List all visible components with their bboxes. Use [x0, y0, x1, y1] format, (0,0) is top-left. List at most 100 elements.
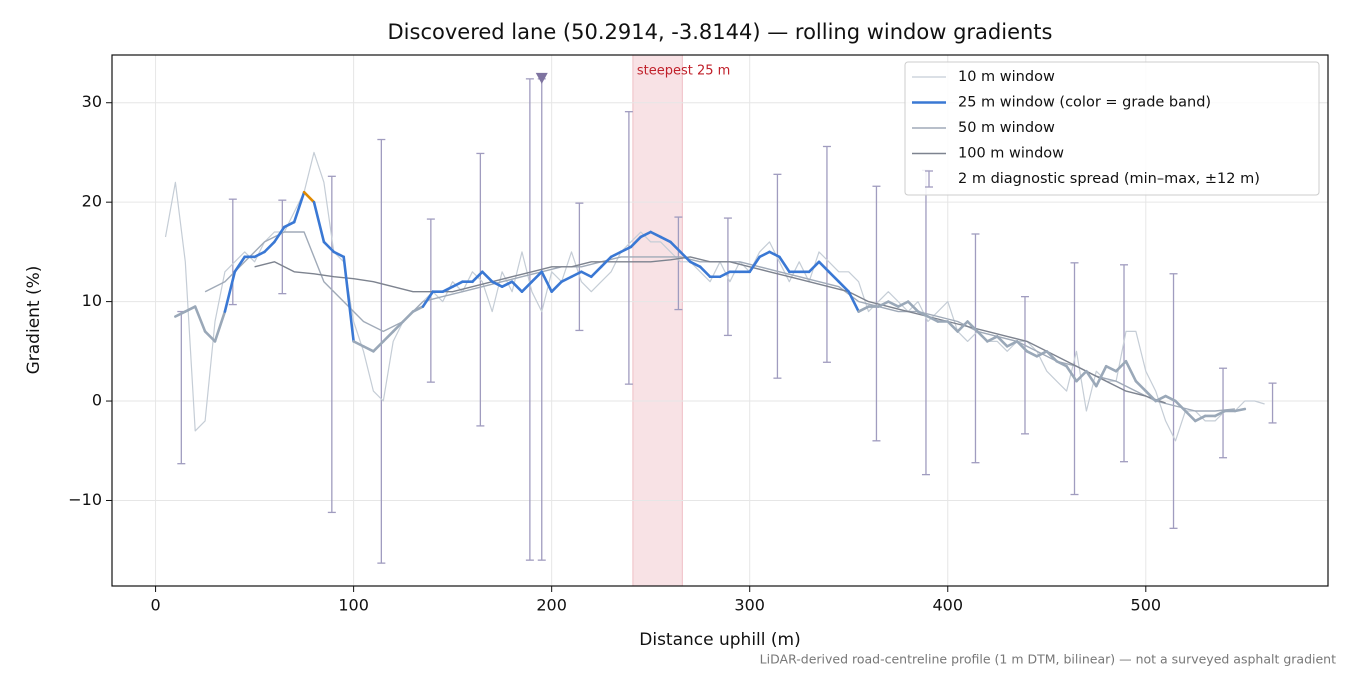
- series-segment: [1045, 350, 1058, 363]
- highlight-span: [632, 54, 683, 587]
- x-tick-label: 200: [536, 596, 567, 615]
- series-segment: [471, 270, 484, 284]
- y-tick-label: 0: [92, 391, 102, 410]
- series-segment: [659, 235, 672, 244]
- series-segment: [1194, 414, 1207, 423]
- span-label: steepest 25 m: [637, 64, 730, 79]
- series-segment: [174, 310, 187, 318]
- series-segment: [778, 255, 791, 274]
- series-segment: [273, 225, 286, 244]
- series-segment: [580, 270, 593, 279]
- series-segment: [1144, 389, 1158, 403]
- series-segment: [857, 305, 870, 313]
- series-segment: [263, 240, 276, 254]
- series-segment: [877, 300, 890, 308]
- series-segment: [599, 255, 613, 269]
- series-segment: [679, 250, 692, 264]
- series-segment: [847, 290, 860, 313]
- series-segment: [550, 280, 563, 293]
- series-segment: [1005, 340, 1019, 348]
- series-segment: [292, 190, 306, 224]
- series-segment: [481, 270, 494, 284]
- series-segment: [986, 335, 999, 343]
- series-segment: [718, 270, 732, 279]
- series-segment: [401, 310, 415, 323]
- x-tick-label: 0: [150, 596, 160, 615]
- series-segment: [233, 255, 246, 274]
- series-segment: [609, 250, 623, 259]
- series-segment: [649, 230, 662, 239]
- series-segment: [619, 245, 633, 254]
- series-segment: [382, 330, 395, 343]
- y-tick-label: −10: [68, 490, 102, 509]
- series-segment: [1025, 350, 1039, 358]
- marker: [535, 72, 548, 84]
- series-segment: [391, 320, 405, 333]
- series-segment: [1124, 359, 1138, 383]
- series-segment: [698, 265, 712, 279]
- series-segment: [669, 240, 682, 254]
- series-segment: [1075, 369, 1088, 383]
- series-segment: [887, 300, 900, 308]
- y-tick-label: 10: [82, 291, 102, 310]
- series-segment: [768, 250, 781, 259]
- series-segment: [560, 275, 573, 284]
- series-segment: [629, 235, 643, 249]
- series-segment: [916, 310, 930, 318]
- series-segment: [1065, 364, 1078, 383]
- legend-label: 10 m window: [958, 69, 1055, 85]
- series-segment: [1015, 340, 1029, 353]
- series-line: [204, 231, 1235, 412]
- series-segment: [1055, 359, 1068, 368]
- series-line: [164, 151, 1265, 442]
- y-tick-label: 20: [82, 192, 102, 211]
- x-axis-label: Distance uphill (m): [639, 630, 800, 650]
- series-segment: [1134, 379, 1148, 393]
- series-segment: [976, 330, 989, 343]
- legend-label: 2 m diagnostic spread (min–max, ±12 m): [958, 171, 1260, 187]
- legend-label: 25 m window (color = grade band): [958, 95, 1211, 111]
- series-segment: [282, 220, 296, 229]
- legend-box: [904, 61, 1320, 196]
- series-segment: [193, 305, 207, 333]
- series-segment: [589, 265, 603, 279]
- series-segment: [896, 300, 910, 308]
- series-segment: [639, 230, 652, 239]
- series-segment: [372, 340, 385, 353]
- series-segment: [451, 280, 464, 288]
- series-segment: [1174, 399, 1187, 413]
- footnote: LiDAR-derived road-centreline profile (1…: [760, 652, 1336, 667]
- series-segment: [510, 280, 524, 293]
- series-segment: [441, 285, 454, 293]
- series-segment: [688, 260, 702, 269]
- series-segment: [1085, 369, 1098, 388]
- y-tick-label: 30: [82, 92, 102, 111]
- series-segment: [817, 260, 831, 274]
- series-segment: [312, 200, 326, 244]
- series-segment: [322, 240, 336, 254]
- y-axis-label: Gradient (%): [24, 266, 44, 375]
- plot-layer: [164, 78, 1277, 564]
- series-segment: [253, 250, 266, 259]
- series-segment: [837, 280, 851, 293]
- chart-title: Discovered lane (50.2914, -3.8144) — rol…: [388, 20, 1053, 44]
- series-segment: [827, 270, 841, 284]
- series-segment: [570, 270, 583, 279]
- series-segment: [342, 255, 355, 343]
- series-segment: [758, 250, 771, 259]
- series-segment: [490, 280, 504, 288]
- series-segment: [1154, 394, 1167, 403]
- series-segment: [213, 310, 227, 343]
- series-segment: [1104, 364, 1118, 373]
- series-segment: [956, 320, 969, 333]
- series-segment: [302, 190, 316, 204]
- series-segment: [1213, 409, 1227, 418]
- series-segment: [1184, 409, 1197, 423]
- series-line: [254, 256, 1166, 404]
- x-tick-label: 400: [932, 596, 963, 615]
- x-tick-label: 500: [1131, 596, 1162, 615]
- series-segment: [995, 335, 1009, 348]
- series-segment: [748, 255, 761, 274]
